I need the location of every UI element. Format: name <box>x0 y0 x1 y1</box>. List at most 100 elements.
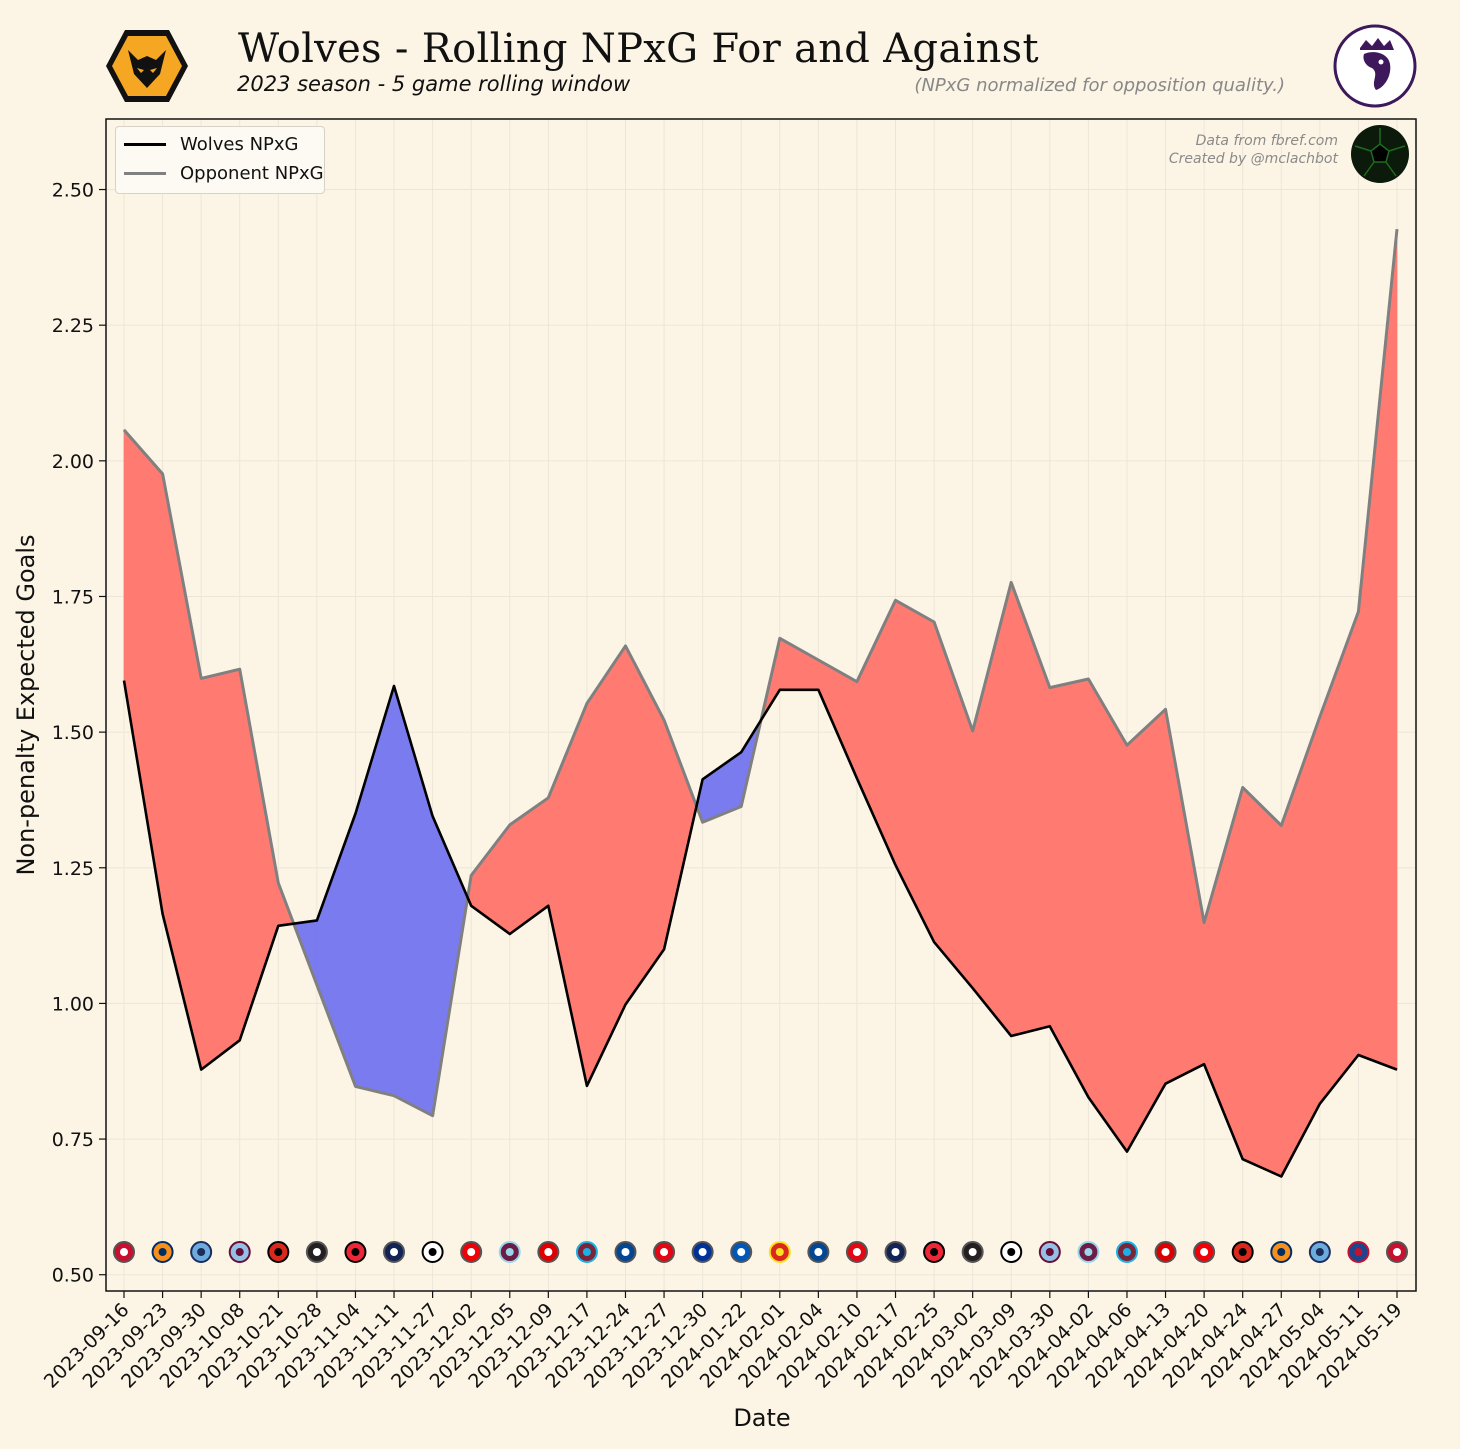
wolves-crest-icon <box>106 30 188 102</box>
chelsea-badge-icon <box>807 1241 830 1263</box>
bournemouth-badge-icon <box>267 1241 290 1263</box>
premier-league-logo-icon <box>1333 24 1417 108</box>
badge-inner <box>1007 1248 1016 1256</box>
aston-villa-badge-icon <box>228 1241 251 1263</box>
badge-inner <box>1161 1248 1170 1256</box>
y-tick-label: 2.50 <box>52 180 94 202</box>
fill-segment <box>547 703 588 1086</box>
fill-segment <box>586 644 626 1087</box>
badge-inner <box>467 1248 476 1256</box>
fill-segment <box>1358 229 1398 1071</box>
fill-segment <box>1126 708 1166 1154</box>
fill-segment <box>1203 787 1244 1160</box>
badge-inner <box>891 1248 900 1256</box>
x-axis-label: Date <box>733 1404 791 1432</box>
badge-inner <box>621 1248 630 1256</box>
badge-inner <box>158 1248 167 1256</box>
y-tick-label: 0.75 <box>52 1129 94 1151</box>
y-tick-label: 1.00 <box>52 993 94 1015</box>
crystal-palace-badge-icon <box>1347 1241 1370 1263</box>
badge-inner <box>660 1248 669 1256</box>
badge-inner <box>544 1248 553 1256</box>
newcastle-badge-icon <box>305 1241 328 1263</box>
fill-segment <box>162 473 202 1070</box>
y-axis-label: Non-penalty Expected Goals <box>12 534 40 876</box>
badge-inner <box>1315 1248 1324 1256</box>
badge-inner <box>1122 1248 1131 1256</box>
badge-inner <box>1045 1248 1054 1256</box>
fill-segment <box>702 751 742 823</box>
luton-badge-icon <box>1270 1241 1293 1263</box>
author-credit: Created by @mclachbot <box>1168 151 1338 167</box>
badge-inner <box>1200 1248 1209 1256</box>
normalization-note: (NPxG normalized for opposition quality.… <box>914 75 1285 96</box>
everton-badge-icon <box>691 1241 714 1263</box>
fill-segment <box>470 823 511 935</box>
badge-inner <box>698 1248 707 1256</box>
legend: Wolves NPxG Opponent NPxG <box>115 126 325 194</box>
badge-inner <box>737 1248 746 1256</box>
fill-segment <box>316 813 356 1087</box>
fill-segment <box>1319 611 1359 1105</box>
badge-inner <box>390 1248 399 1256</box>
badge-inner <box>197 1248 206 1256</box>
chelsea-badge-icon <box>614 1241 637 1263</box>
man-city-badge-icon <box>1308 1241 1331 1263</box>
fill-segment <box>123 428 163 914</box>
y-tick-label: 1.50 <box>52 722 94 744</box>
y-tick-label: 1.25 <box>52 858 94 880</box>
y-tick-label: 1.75 <box>52 586 94 608</box>
chart-subtitle: 2023 season - 5 game rolling window <box>237 72 631 96</box>
chart-title: Wolves - Rolling NPxG For and Against <box>238 26 1039 72</box>
y-tick-label: 0.50 <box>52 1265 94 1287</box>
fulham-badge-icon <box>421 1241 444 1263</box>
series-lines <box>122 228 1399 1178</box>
badge-inner <box>1238 1248 1247 1256</box>
fill-segment <box>1010 582 1051 1037</box>
badge-inner <box>814 1248 823 1256</box>
west-ham-badge-icon <box>1115 1241 1138 1263</box>
badge-inner <box>930 1248 939 1256</box>
badge-inner <box>1354 1248 1363 1256</box>
fill-segment <box>625 645 665 1006</box>
fill-segment <box>779 637 819 691</box>
axes: 0.500.751.001.251.501.752.002.252.502023… <box>40 180 1407 1393</box>
badge-inner <box>1084 1248 1093 1256</box>
badge-inner <box>312 1248 321 1256</box>
badge-inner <box>1393 1248 1401 1256</box>
grid <box>106 119 1416 1291</box>
fill-segment <box>972 582 1012 1038</box>
badge-inner <box>582 1248 591 1256</box>
legend-label-wolves: Wolves NPxG <box>180 134 299 155</box>
badge-inner <box>351 1248 360 1256</box>
brighton-badge-icon <box>730 1241 753 1263</box>
y-tick-label: 2.25 <box>52 315 94 337</box>
y-tick-label: 2.00 <box>52 451 94 473</box>
legend-item-wolves: Wolves NPxG <box>124 134 299 155</box>
fill-segment <box>663 720 697 950</box>
tottenham-badge-icon <box>884 1241 907 1263</box>
fill-segment <box>1242 786 1282 1178</box>
newcastle-badge-icon <box>961 1241 984 1263</box>
data-source-credit: Data from fbref.com <box>1195 133 1338 149</box>
nottm-forest-badge-icon <box>1154 1241 1177 1263</box>
fulham-badge-icon <box>1000 1241 1023 1263</box>
badge-inner <box>505 1248 514 1256</box>
badge-inner <box>235 1248 244 1256</box>
badge-inner <box>428 1248 437 1256</box>
area-fills <box>123 229 1398 1178</box>
burnley-badge-icon <box>498 1241 521 1263</box>
nottm-forest-badge-icon <box>537 1241 560 1263</box>
liverpool-badge-icon <box>113 1241 135 1263</box>
man-city-badge-icon <box>190 1241 213 1263</box>
sheffield-utd-badge-icon <box>923 1241 946 1263</box>
liverpool-badge-icon <box>1386 1241 1408 1263</box>
badge-inner <box>1277 1248 1286 1256</box>
fill-segment <box>1087 677 1128 1153</box>
badge-inner <box>852 1248 861 1256</box>
fill-segment <box>200 668 241 1071</box>
badge-inner <box>274 1248 283 1256</box>
opponent-badges <box>113 1241 1408 1263</box>
legend-swatch-wolves <box>124 143 166 146</box>
